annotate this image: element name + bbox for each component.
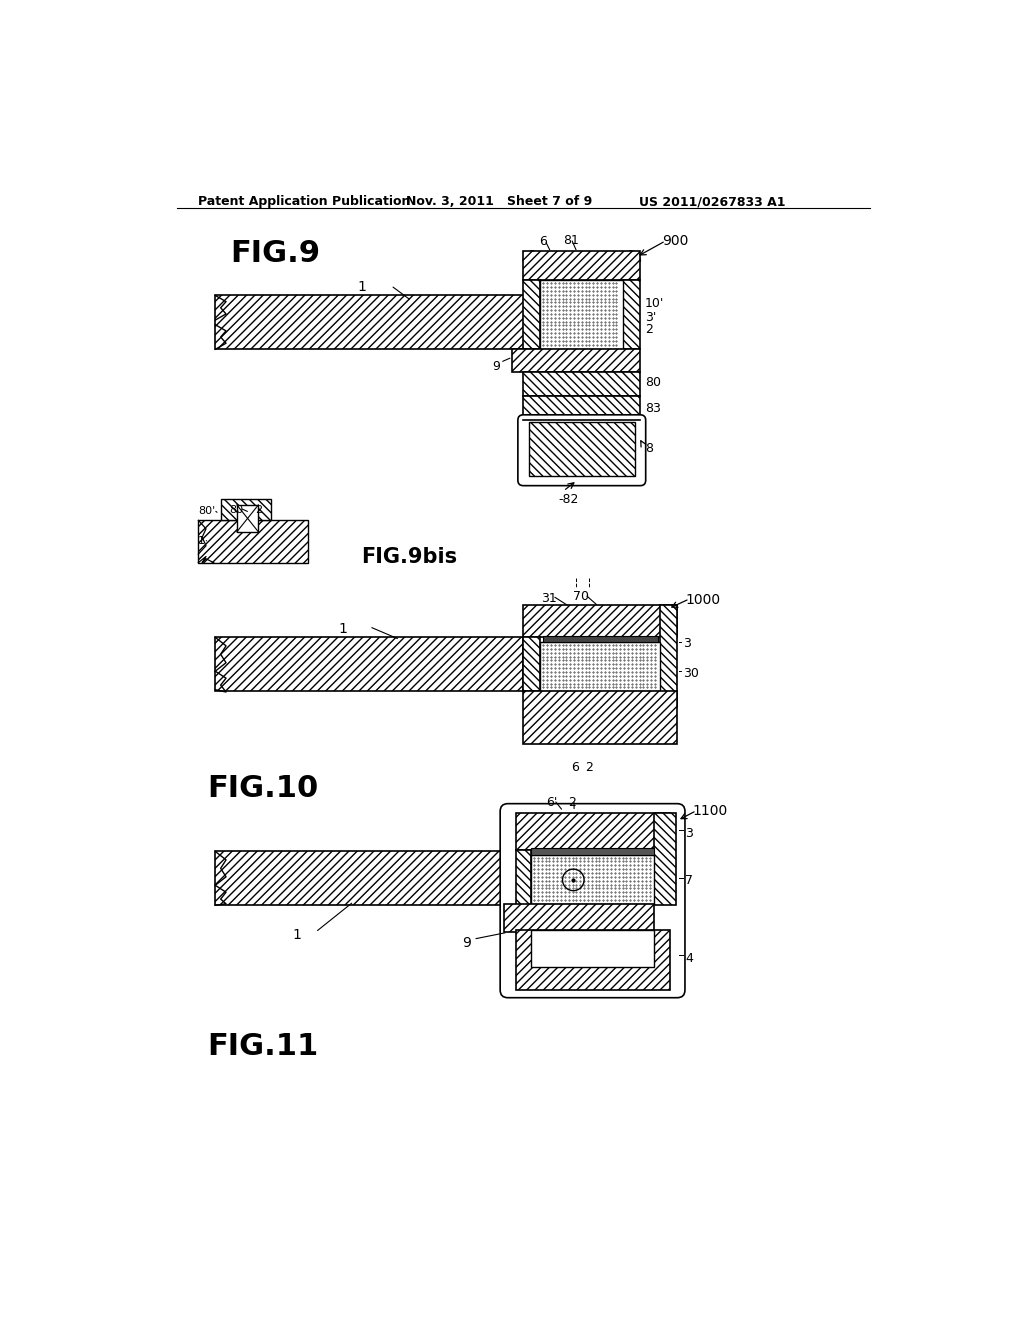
Text: 10': 10'	[645, 297, 665, 310]
Text: FIG.9: FIG.9	[230, 239, 321, 268]
Bar	[654, 813, 676, 906]
Bar	[215, 296, 547, 350]
Text: 1: 1	[339, 622, 347, 636]
Bar	[523, 396, 640, 420]
Text: 900: 900	[662, 234, 688, 248]
Text: 83: 83	[645, 401, 660, 414]
Bar	[541, 280, 624, 350]
Text: 1: 1	[199, 536, 206, 545]
Text: 81: 81	[563, 234, 580, 247]
Text: US 2011/0267833 A1: US 2011/0267833 A1	[639, 195, 785, 209]
Bar	[523, 605, 677, 638]
Text: 9: 9	[493, 360, 501, 374]
Text: 3': 3'	[645, 312, 656, 323]
Text: FIG.11: FIG.11	[208, 1032, 318, 1061]
Bar	[215, 851, 523, 906]
Text: 1: 1	[357, 280, 367, 294]
Text: 80: 80	[229, 506, 244, 515]
Text: 2: 2	[568, 796, 575, 809]
Bar	[523, 280, 541, 350]
Text: 80': 80'	[199, 507, 216, 516]
Text: FIG.9bis: FIG.9bis	[361, 548, 458, 568]
Bar	[624, 280, 640, 350]
Bar	[528, 422, 635, 475]
Text: 6: 6	[571, 760, 579, 774]
Text: 3: 3	[685, 826, 693, 840]
Text: 2: 2	[255, 506, 262, 515]
Text: 4: 4	[685, 952, 693, 965]
Text: 8: 8	[645, 442, 653, 455]
Bar	[221, 499, 271, 520]
Text: 80: 80	[645, 376, 660, 389]
Bar	[543, 636, 658, 642]
Bar	[515, 850, 531, 906]
Text: 2: 2	[645, 323, 652, 337]
Text: 7: 7	[685, 875, 693, 887]
Bar	[523, 251, 640, 280]
Text: 70: 70	[573, 590, 589, 603]
Text: 3: 3	[683, 638, 691, 651]
Text: 6: 6	[539, 235, 547, 248]
Bar	[504, 904, 654, 932]
Bar	[512, 350, 640, 372]
Text: 1: 1	[292, 928, 301, 942]
Text: 6': 6'	[547, 796, 558, 809]
Bar	[199, 520, 307, 562]
Text: 1000: 1000	[685, 593, 720, 607]
Text: Nov. 3, 2011   Sheet 7 of 9: Nov. 3, 2011 Sheet 7 of 9	[407, 195, 593, 209]
Bar	[215, 638, 523, 692]
Bar	[531, 855, 654, 904]
Text: Patent Application Publication: Patent Application Publication	[199, 195, 411, 209]
FancyBboxPatch shape	[518, 414, 646, 486]
Bar	[531, 929, 654, 966]
Bar	[515, 929, 670, 990]
Bar	[541, 642, 660, 692]
Text: 31: 31	[541, 591, 557, 605]
Bar	[515, 813, 670, 850]
FancyBboxPatch shape	[500, 804, 685, 998]
Text: 2: 2	[585, 760, 593, 774]
Text: 1100: 1100	[692, 804, 728, 817]
Bar	[523, 692, 677, 743]
Text: -82: -82	[558, 494, 579, 507]
Text: 9: 9	[462, 936, 471, 950]
Bar	[237, 506, 258, 532]
Bar	[523, 638, 541, 692]
Bar	[660, 605, 677, 706]
Bar	[523, 372, 640, 396]
Text: FIG.10: FIG.10	[208, 775, 318, 804]
Bar	[531, 847, 654, 855]
Text: 30: 30	[683, 667, 699, 680]
